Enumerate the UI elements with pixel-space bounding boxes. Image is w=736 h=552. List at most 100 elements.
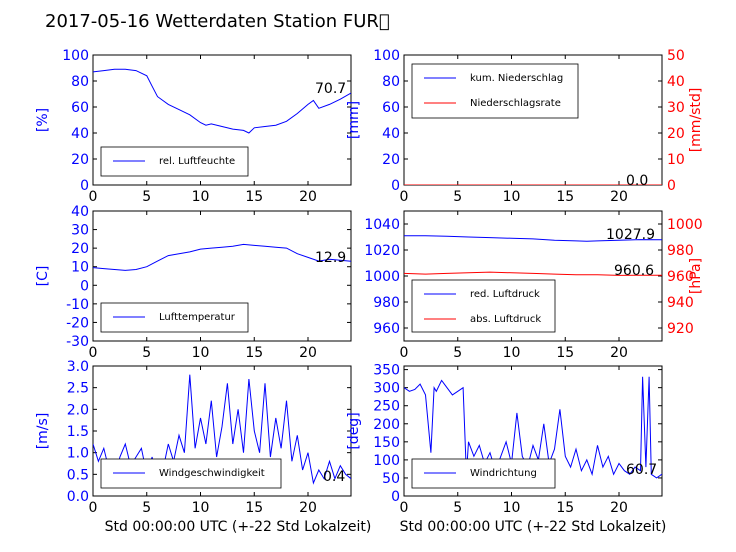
- y-tick-label: 150: [373, 435, 400, 451]
- legend-label: abs. Luftdruck: [470, 314, 541, 325]
- y-tick-label: 0.0: [67, 489, 89, 505]
- y-tick-label: 80: [71, 74, 89, 90]
- x-tick-label: 0: [89, 189, 98, 205]
- x-axis-label: Std 00:00:00 UTC (+-22 Std Lokalzeit): [400, 519, 667, 535]
- legend-label: Lufttemperatur: [159, 312, 236, 323]
- y2-tick-label: 980: [667, 243, 694, 259]
- legend-label: rel. Luftfeuchte: [159, 156, 235, 167]
- x-tick-label: 0: [400, 500, 409, 516]
- series-line-0: [404, 376, 662, 479]
- y-tick-label: 1.5: [67, 424, 89, 440]
- y2-axis-label: [mm/std]: [688, 88, 704, 153]
- y-tick-label: 100: [62, 48, 89, 64]
- x-tick-label: 10: [503, 345, 521, 361]
- legend-label: Windgeschwindigkeit: [159, 468, 265, 479]
- x-tick-label: 20: [610, 345, 628, 361]
- x-axis-label: Std 00:00:00 UTC (+-22 Std Lokalzeit): [105, 519, 372, 535]
- x-tick-label: 5: [453, 189, 462, 205]
- y-tick-label: 40: [71, 126, 89, 142]
- chart-temperature: 0 5 10 15 20 -30 -20 -10 0 10 20 30 40 [C] Lufttempera…: [35, 204, 352, 361]
- y-tick-label: 20: [382, 152, 400, 168]
- x-tick-label: 15: [245, 189, 263, 205]
- last-value-readout-2: 960.6: [614, 263, 654, 279]
- chart-wind_speed: 0 5 10 15 20 0.0 0.5 1.0 1.5 2.0 2.5 3.0 [m/s] Std 00…: [35, 359, 371, 535]
- y-tick-label: 3.0: [67, 359, 89, 375]
- y-axis-label: [mm]: [346, 101, 362, 139]
- legend-label: Windrichtung: [470, 468, 537, 479]
- y2-tick-label: 20: [667, 126, 685, 142]
- legend-label: red. Luftdruck: [470, 289, 540, 300]
- series-line-0: [93, 68, 351, 134]
- y-tick-label: 200: [373, 417, 400, 433]
- y-tick-label: 0: [391, 178, 400, 194]
- y-tick-label: 980: [373, 295, 400, 311]
- y-tick-label: 0.5: [67, 467, 89, 483]
- legend-label: Niederschlagsrate: [470, 98, 561, 109]
- y2-tick-label: 940: [667, 295, 694, 311]
- y-tick-label: 30: [71, 223, 89, 239]
- y-tick-label: 10: [71, 260, 89, 276]
- y2-tick-label: 920: [667, 321, 694, 337]
- y-tick-label: 60: [71, 100, 89, 116]
- y-axis-label: [m/s]: [35, 413, 51, 450]
- x-tick-label: 15: [556, 189, 574, 205]
- x-tick-label: 20: [610, 189, 628, 205]
- legend-box: [100, 458, 282, 489]
- x-tick-label: 5: [142, 500, 151, 516]
- x-tick-label: 0: [400, 345, 409, 361]
- chart-humidity: 0 5 10 15 20 0 20 40 60 80 100 [%] rel. Luftfeuchte 7…: [35, 48, 352, 205]
- x-tick-label: 10: [192, 345, 210, 361]
- y2-tick-label: 40: [667, 74, 685, 90]
- last-value-readout: 0.4: [323, 469, 345, 485]
- x-tick-label: 0: [89, 345, 98, 361]
- y-tick-label: 60: [382, 100, 400, 116]
- y-tick-label: -10: [66, 297, 89, 313]
- y-tick-label: -30: [66, 334, 89, 350]
- legend-box: [411, 63, 579, 119]
- y-tick-label: 1040: [364, 217, 400, 233]
- x-tick-label: 0: [400, 189, 409, 205]
- legend-box: [411, 458, 556, 489]
- x-tick-label: 5: [142, 345, 151, 361]
- x-tick-label: 15: [245, 345, 263, 361]
- y2-axis-label: [hPa]: [688, 258, 704, 294]
- x-tick-label: 15: [556, 500, 574, 516]
- x-tick-label: 20: [299, 189, 317, 205]
- x-tick-label: 10: [503, 500, 521, 516]
- y-tick-label: 960: [373, 321, 400, 337]
- y-tick-label: 0: [80, 278, 89, 294]
- y-tick-label: -20: [66, 315, 89, 331]
- x-tick-label: 20: [299, 500, 317, 516]
- y2-tick-label: 30: [667, 100, 685, 116]
- last-value-readout: 60.7: [626, 462, 657, 478]
- legend-label: kum. Niederschlag: [470, 73, 563, 84]
- y-tick-label: 2.0: [67, 402, 89, 418]
- last-value-readout: 1027.9: [606, 227, 655, 243]
- y-axis-label: [%]: [35, 108, 51, 132]
- page-title: 2017-05-16 Wetterdaten Station FUR : [45, 11, 390, 32]
- y2-tick-label: 960: [667, 269, 694, 285]
- x-tick-label: 10: [192, 500, 210, 516]
- x-tick-label: 15: [245, 500, 263, 516]
- y2-tick-label: 50: [667, 48, 685, 64]
- x-tick-label: 0: [89, 500, 98, 516]
- y2-tick-label: 1000: [667, 217, 703, 233]
- y-tick-label: 100: [373, 453, 400, 469]
- y-tick-label: 50: [382, 471, 400, 487]
- x-tick-label: 10: [192, 189, 210, 205]
- y-tick-label: 20: [71, 241, 89, 257]
- chart-precip: 0 5 10 15 20 0 20 40 60 80 100 0 10 20 30 40 50 [mm] [mm/s…: [346, 48, 704, 205]
- y-tick-label: 40: [71, 204, 89, 220]
- y-axis-label: [C]: [35, 266, 51, 287]
- y-tick-label: 100: [373, 48, 400, 64]
- y-tick-label: 350: [373, 363, 400, 379]
- x-tick-label: 20: [610, 500, 628, 516]
- series-line-0: [93, 374, 351, 485]
- y-tick-label: 1000: [364, 269, 400, 285]
- y-tick-label: 2.5: [67, 381, 89, 397]
- y-tick-label: 1.0: [67, 446, 89, 462]
- x-tick-label: 5: [453, 500, 462, 516]
